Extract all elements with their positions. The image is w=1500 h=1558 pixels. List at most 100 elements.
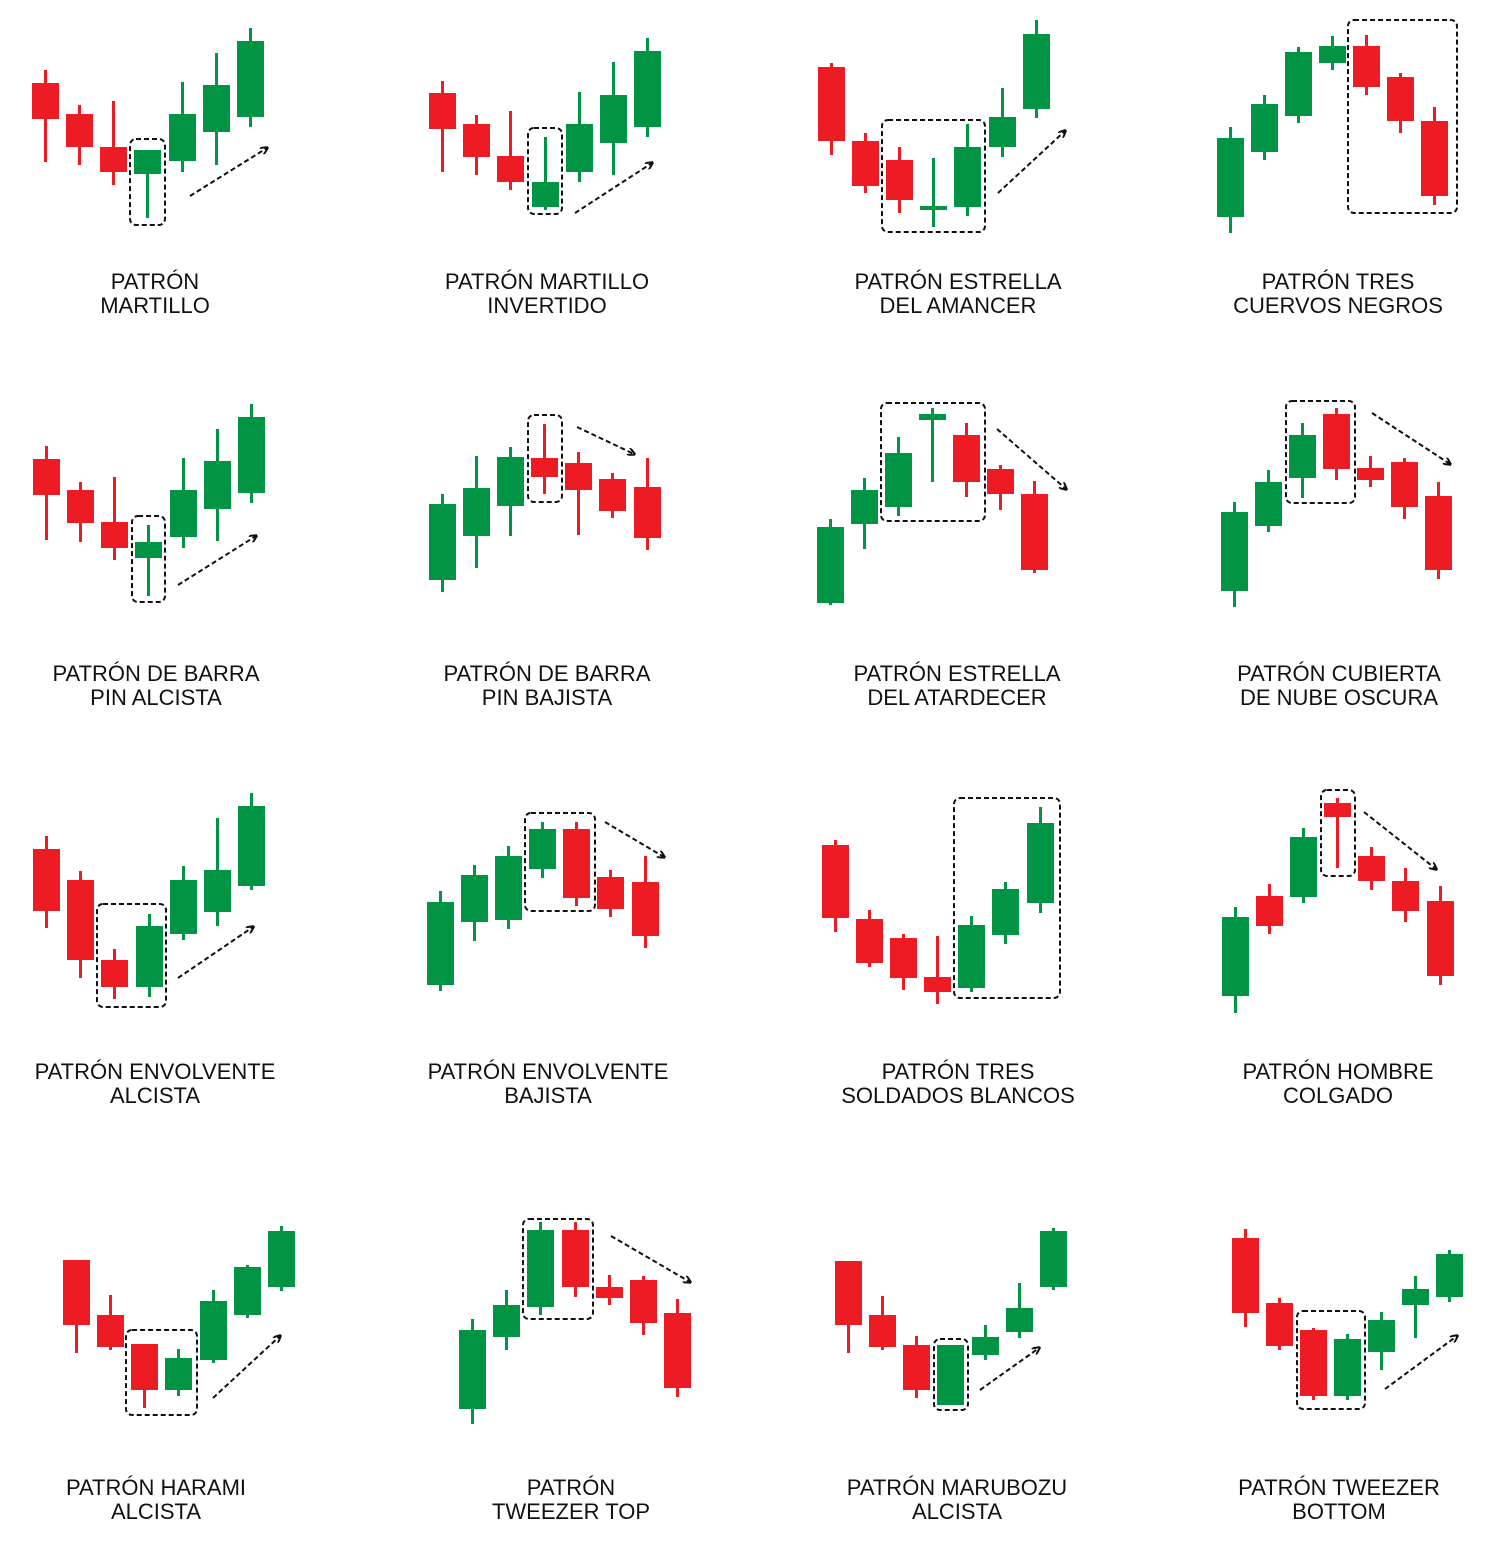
- bearish-candle: [1391, 458, 1418, 519]
- pattern-label: PATRÓN MARUBOZU ALCISTA: [797, 1476, 1117, 1524]
- bearish-candle: [32, 70, 59, 162]
- pattern-label-line2: DEL ATARDECER: [867, 685, 1047, 710]
- candle-body: [204, 870, 231, 912]
- bullish-candle: [461, 865, 488, 941]
- bearish-candle: [101, 949, 128, 999]
- candle-body: [531, 458, 558, 477]
- bearish-candle: [66, 105, 93, 165]
- candle-body: [822, 845, 849, 918]
- bearish-candle: [101, 477, 128, 560]
- candle-body: [493, 1305, 520, 1337]
- bullish-candle: [992, 882, 1019, 944]
- trend-arrow-down: [996, 428, 1066, 489]
- pattern-chart-14: [459, 1218, 691, 1424]
- candle-body: [987, 469, 1014, 494]
- candle-body: [1256, 896, 1283, 926]
- bullish-candle: [937, 1345, 964, 1405]
- bullish-candle: [954, 124, 981, 216]
- bullish-candle: [851, 478, 878, 549]
- bearish-candle: [599, 473, 626, 518]
- bearish-candle: [822, 840, 849, 932]
- candle-body: [200, 1301, 227, 1360]
- bullish-candle: [237, 28, 264, 127]
- candle-body: [268, 1231, 295, 1287]
- trend-arrow-up: [574, 163, 652, 214]
- bearish-candle: [97, 1295, 124, 1350]
- bullish-candle: [134, 150, 161, 218]
- candle-body: [1040, 1231, 1067, 1287]
- candle-body: [1290, 837, 1317, 897]
- candle-body: [32, 83, 59, 119]
- bearish-candle: [890, 934, 917, 990]
- candle-body: [461, 875, 488, 922]
- pattern-label-line1: PATRÓN: [110, 269, 200, 294]
- bullish-candle: [135, 525, 162, 596]
- candle-wick: [932, 158, 935, 227]
- bullish-candle: [493, 1290, 520, 1350]
- pattern-chart-1: [32, 28, 267, 226]
- bullish-candle: [885, 437, 912, 516]
- bearish-candle: [1353, 35, 1380, 95]
- bearish-candle: [562, 1222, 589, 1297]
- trend-arrow-up: [177, 536, 256, 586]
- candle-body: [851, 490, 878, 524]
- candle-body: [237, 41, 264, 117]
- bullish-candle: [1368, 1312, 1395, 1370]
- pattern-label: PATRÓN ENVOLVENTE BAJISTA: [388, 1060, 708, 1108]
- candle-body: [563, 829, 590, 898]
- candle-body: [1358, 856, 1385, 881]
- bearish-candle: [835, 1261, 862, 1353]
- candle-body: [527, 1230, 554, 1307]
- candle-wick: [577, 452, 580, 535]
- bearish-candle: [903, 1336, 930, 1398]
- pattern-highlight-box: [933, 1338, 969, 1411]
- pattern-highlight-box: [125, 1329, 198, 1416]
- bearish-candle: [429, 81, 456, 172]
- candle-body: [1324, 803, 1351, 817]
- pattern-label-line1: PATRÓN TRES: [881, 1059, 1035, 1084]
- bearish-candle: [1266, 1298, 1293, 1350]
- pattern-label-line1: PATRÓN TWEEZER: [1238, 1475, 1440, 1500]
- bullish-candle: [1289, 423, 1316, 498]
- candle-body: [1319, 46, 1346, 63]
- pattern-chart-16: [1232, 1229, 1463, 1410]
- candle-wick: [544, 137, 547, 210]
- pattern-chart-3: [818, 20, 1065, 233]
- candle-body: [937, 1345, 964, 1405]
- pattern-label-line2: BOTTOM: [1292, 1499, 1386, 1524]
- candle-body: [170, 490, 197, 537]
- pattern-label-line2: PIN ALCISTA: [90, 685, 222, 710]
- bullish-candle: [204, 818, 231, 926]
- bullish-candle: [169, 82, 196, 172]
- candle-body: [429, 93, 456, 129]
- pattern-highlight-box: [129, 138, 166, 226]
- bullish-candle: [817, 519, 844, 605]
- bullish-candle: [463, 456, 490, 568]
- bearish-candle: [987, 465, 1014, 510]
- candle-body: [632, 882, 659, 936]
- pattern-label: PATRÓN HOMBRE COLGADO: [1178, 1060, 1498, 1108]
- candle-body: [599, 479, 626, 511]
- trend-arrow-up: [212, 1336, 280, 1399]
- candle-body: [1006, 1308, 1033, 1332]
- candle-body: [1421, 121, 1448, 196]
- pattern-label-line2: ALCISTA: [109, 1083, 201, 1108]
- bullish-candle: [527, 1222, 554, 1315]
- trend-arrow-down: [576, 426, 634, 454]
- pattern-label-line2: BAJISTA: [504, 1083, 592, 1108]
- bullish-candle: [268, 1226, 295, 1291]
- candle-body: [634, 487, 661, 538]
- pattern-label: PATRÓN TRES CUERVOS NEGROS: [1178, 270, 1498, 318]
- bearish-candle: [100, 101, 127, 185]
- candle-body: [1221, 512, 1248, 591]
- candle-body: [1285, 52, 1312, 116]
- candle-wick: [509, 111, 512, 190]
- candle-body: [1266, 1303, 1293, 1346]
- pattern-label-line1: PATRÓN TRES: [1261, 269, 1415, 294]
- candle-body: [459, 1330, 486, 1409]
- pattern-label: PATRÓN MARTILLO INVERTIDO: [387, 270, 707, 318]
- candle-body: [835, 1261, 862, 1325]
- pattern-chart-13: [63, 1226, 295, 1416]
- pattern-highlight-box: [527, 127, 563, 215]
